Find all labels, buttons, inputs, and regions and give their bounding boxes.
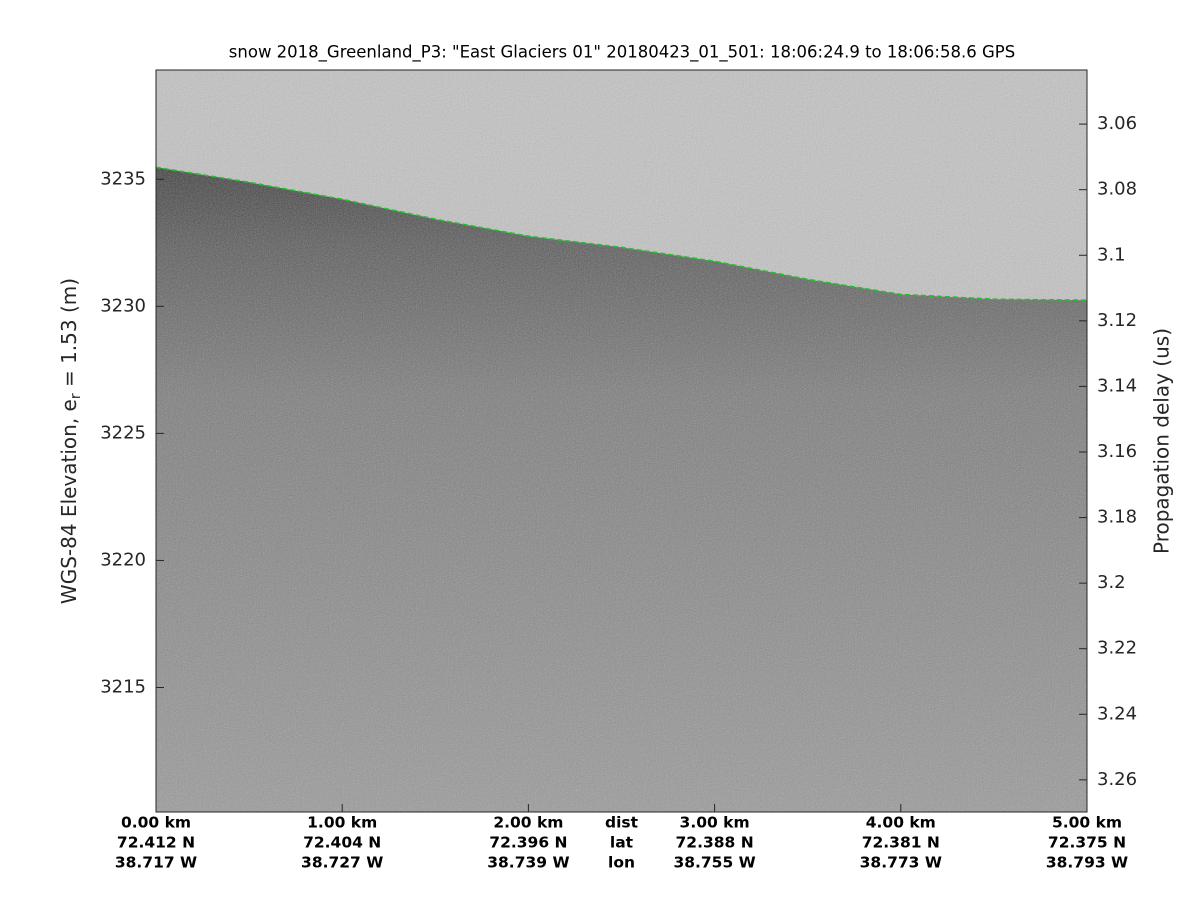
speckle	[156, 70, 1087, 812]
plot-area	[156, 70, 1087, 812]
lon-label: 38.727 W	[301, 854, 383, 872]
y2-tick-label: 3.14	[1097, 375, 1137, 396]
x-tick-label: 2.00 km	[493, 814, 563, 832]
chart-title: snow 2018_Greenland_P3: "East Glaciers 0…	[229, 43, 1015, 63]
lat-label: 72.388 N	[676, 834, 754, 852]
y-axis-label-text: WGS-84 Elevation, e	[57, 399, 81, 604]
y-tick-label: 3230	[100, 295, 146, 316]
x-tick-label: 1.00 km	[307, 814, 377, 832]
y-tick-label: 3220	[100, 549, 146, 570]
y2-tick-label: 3.22	[1097, 638, 1137, 659]
y2-axis-label: Propagation delay (us)	[1150, 328, 1174, 554]
lat-label: 72.404 N	[303, 834, 381, 852]
y2-tick-label: 3.18	[1097, 507, 1137, 528]
y2-tick-label: 3.16	[1097, 441, 1137, 462]
y-tick-label: 3215	[100, 676, 146, 697]
lon-label: 38.793 W	[1046, 854, 1128, 872]
row-label: dist	[605, 814, 639, 832]
y2-tick-label: 3.26	[1097, 769, 1137, 790]
x-tick-label: 5.00 km	[1052, 814, 1122, 832]
y2-tick-label: 3.2	[1097, 572, 1126, 593]
lon-label: 38.739 W	[487, 854, 569, 872]
x-tick-label: 4.00 km	[866, 814, 936, 832]
y-axis-label-sub: r	[68, 393, 84, 399]
lat-label: 72.396 N	[489, 834, 567, 852]
y2-tick-label: 3.12	[1097, 310, 1137, 331]
lat-label: 72.412 N	[117, 834, 195, 852]
lon-label: 38.755 W	[673, 854, 755, 872]
y2-tick-label: 3.06	[1097, 113, 1137, 134]
y2-tick-label: 3.08	[1097, 179, 1137, 200]
y-tick-label: 3235	[100, 168, 146, 189]
y-axis-label: WGS-84 Elevation, er = 1.53 (m)	[57, 278, 85, 604]
x-tick-label: 0.00 km	[121, 814, 191, 832]
row-label: lon	[608, 854, 635, 872]
lon-label: 38.773 W	[860, 854, 942, 872]
y-tick-label: 3225	[100, 422, 146, 443]
y2-tick-label: 3.1	[1097, 244, 1126, 265]
surface-line	[156, 166, 1087, 301]
lon-label: 38.717 W	[115, 854, 197, 872]
lat-label: 72.381 N	[862, 834, 940, 852]
row-label: lat	[610, 834, 634, 852]
y-axis-label-tail: = 1.53 (m)	[57, 278, 81, 393]
plot-frame	[155, 69, 1088, 813]
lat-label: 72.375 N	[1048, 834, 1126, 852]
x-tick-label: 3.00 km	[680, 814, 750, 832]
y2-tick-label: 3.24	[1097, 703, 1137, 724]
